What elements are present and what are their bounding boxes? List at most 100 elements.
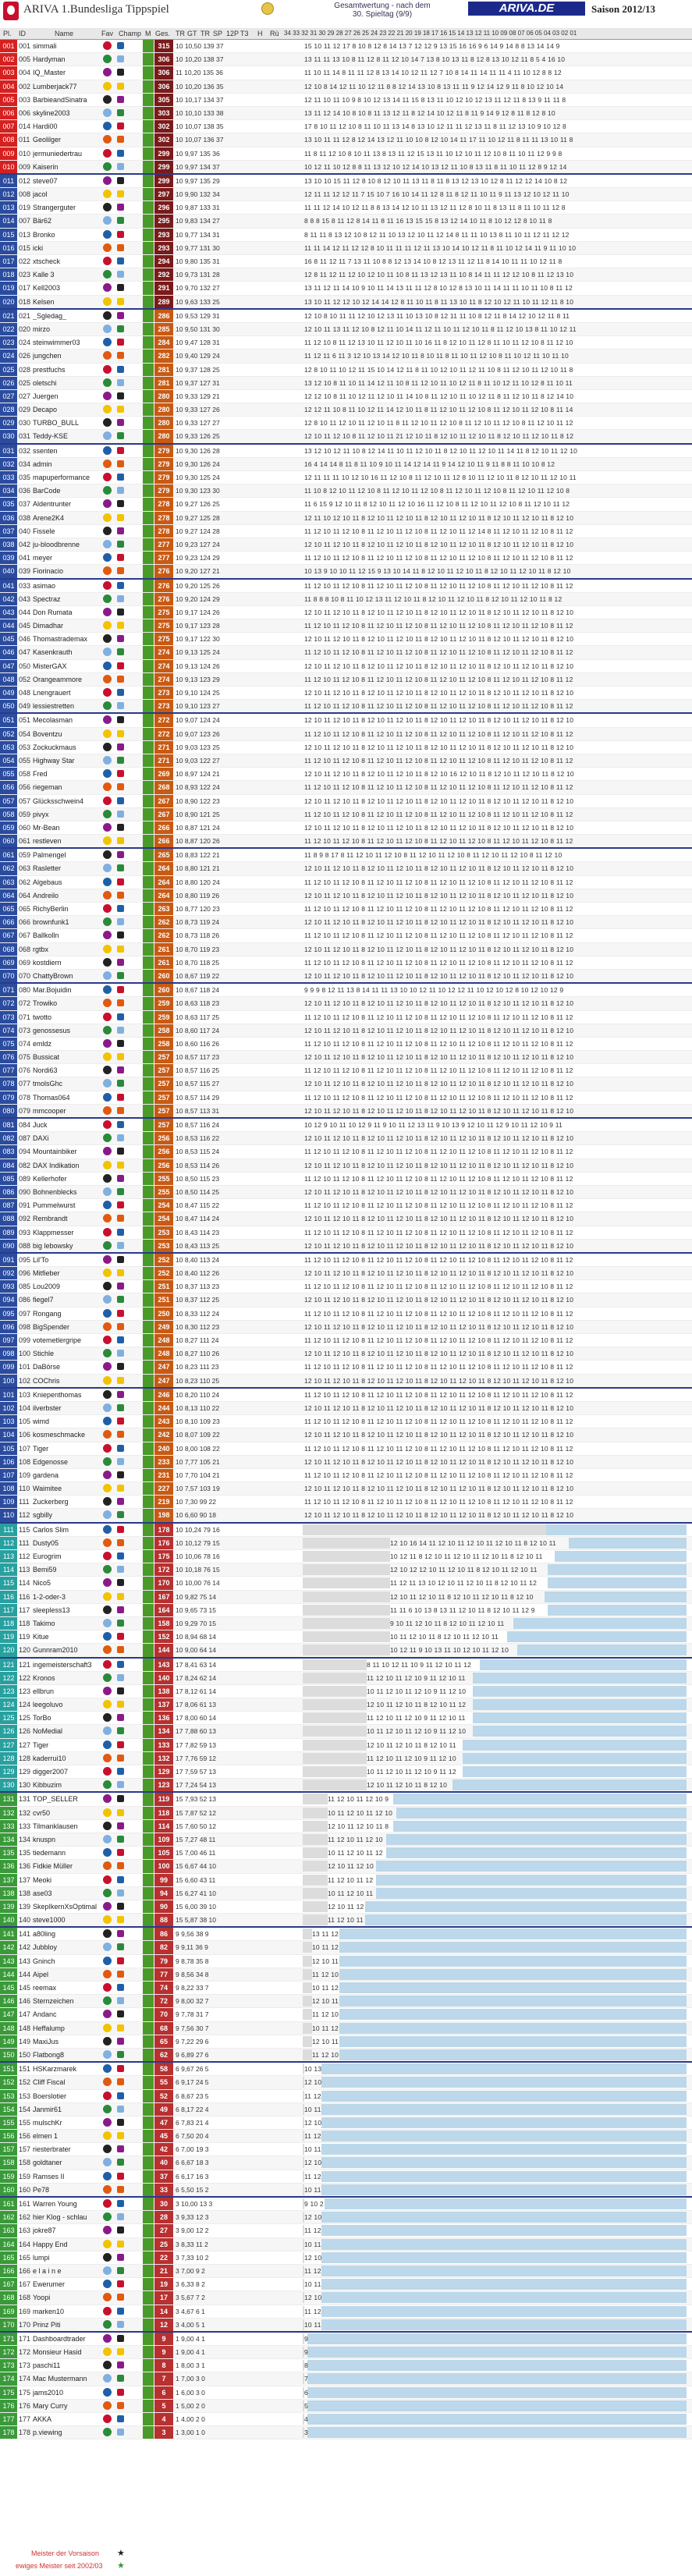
player-name-link[interactable]: Fissele <box>33 527 55 535</box>
player-name-link[interactable]: Bemi59 <box>33 1566 57 1574</box>
player-name-link[interactable]: ju-bloodbrenne <box>33 540 80 548</box>
player-name-link[interactable]: Rasletter <box>33 864 62 873</box>
player-name-link[interactable]: Sternzeichen <box>33 1997 74 2006</box>
player-name-link[interactable]: Carlos Slim <box>33 1525 69 1534</box>
player-name-link[interactable]: Nico5 <box>33 1579 51 1588</box>
player-name-link[interactable]: Geolilger <box>33 136 62 144</box>
player-name-link[interactable]: Mary Curry <box>33 2401 68 2410</box>
player-name-link[interactable]: Kelsen <box>33 297 55 306</box>
player-name-link[interactable]: Pe78 <box>33 2185 50 2194</box>
player-name-link[interactable]: ellbrun <box>33 1687 55 1695</box>
player-name-link[interactable]: steve1000 <box>33 1916 66 1925</box>
player-name-link[interactable]: Meoki <box>33 1875 52 1884</box>
player-name-link[interactable]: Rembrandt <box>33 1215 68 1223</box>
player-name-link[interactable]: Kitue <box>33 1633 49 1641</box>
player-name-link[interactable]: emldz <box>33 1039 52 1048</box>
player-name-link[interactable]: SkepIkernXsOptimal <box>33 1902 98 1911</box>
player-name-link[interactable]: big lebowsky <box>33 1241 73 1250</box>
player-name-link[interactable]: digger2007 <box>33 1768 69 1776</box>
player-name-link[interactable]: Orangeammore <box>33 675 83 683</box>
player-name-link[interactable]: asimao <box>33 581 56 590</box>
player-name-link[interactable]: prestfuchs <box>33 365 66 374</box>
player-name-link[interactable]: restleven <box>33 837 62 846</box>
ariva-logo[interactable]: ARIVA.DE <box>468 2 585 16</box>
player-name-link[interactable]: tmolsGhc <box>33 1080 63 1088</box>
player-name-link[interactable]: Arene2K4 <box>33 513 65 522</box>
player-name-link[interactable]: twotto <box>33 1013 52 1021</box>
player-name-link[interactable]: Kellerhofer <box>33 1174 67 1183</box>
player-name-link[interactable]: Andreilo <box>33 891 59 899</box>
player-name-link[interactable]: Warren Young <box>33 2200 77 2208</box>
player-name-link[interactable]: kosmeschmacke <box>33 1431 86 1439</box>
player-name-link[interactable]: Fiorinacio <box>33 567 64 576</box>
player-name-link[interactable]: skyline2003 <box>33 108 70 117</box>
player-name-link[interactable]: mmcooper <box>33 1106 66 1115</box>
player-name-link[interactable]: ilverbster <box>33 1403 62 1412</box>
player-name-link[interactable]: Jubbloy <box>33 1943 58 1952</box>
player-name-link[interactable]: Bär62 <box>33 217 52 225</box>
player-name-link[interactable]: Tiger <box>33 1444 49 1453</box>
player-name-link[interactable]: Zockuckmaus <box>33 743 76 751</box>
player-name-link[interactable]: Janmir61 <box>33 2105 62 2113</box>
player-name-link[interactable]: BigSpender <box>33 1322 70 1331</box>
player-name-link[interactable]: NoMedial <box>33 1727 63 1736</box>
player-name-link[interactable]: mirzo <box>33 325 50 333</box>
player-name-link[interactable]: lessiestretten <box>33 702 75 711</box>
player-name-link[interactable]: kostdiern <box>33 958 62 967</box>
player-name-link[interactable]: pivyx <box>33 810 49 818</box>
player-name-link[interactable]: Ewerumer <box>33 2280 66 2289</box>
player-name-link[interactable]: wimd <box>33 1418 50 1426</box>
player-name-link[interactable]: MisterGAX <box>33 662 67 670</box>
player-name-link[interactable]: Highway Star <box>33 756 75 765</box>
player-name-link[interactable]: Kasenkrauth <box>33 648 73 657</box>
player-name-link[interactable]: Lou2009 <box>33 1283 61 1291</box>
player-name-link[interactable]: genossesus <box>33 1026 71 1034</box>
player-name-link[interactable]: Rongang <box>33 1309 62 1318</box>
player-name-link[interactable]: hier Klog - schlau <box>33 2213 87 2222</box>
player-name-link[interactable]: Nordi63 <box>33 1066 58 1075</box>
player-name-link[interactable]: Gninch <box>33 1957 55 1965</box>
player-name-link[interactable]: Palmengel <box>33 851 66 860</box>
player-name-link[interactable]: rgtbx <box>33 945 49 953</box>
player-name-link[interactable]: Bussicat <box>33 1053 60 1062</box>
player-name-link[interactable]: Algebaus <box>33 878 62 886</box>
player-name-link[interactable]: sgbilly <box>33 1511 53 1520</box>
player-name-link[interactable]: Fidkie Müller <box>33 1862 73 1871</box>
player-name-link[interactable]: lumpi <box>33 2253 50 2262</box>
player-name-link[interactable]: Thomastrademax <box>33 635 88 644</box>
player-name-link[interactable]: oletschi <box>33 378 57 387</box>
player-name-link[interactable]: ase03 <box>33 1889 52 1897</box>
player-name-link[interactable]: Fred <box>33 770 48 779</box>
player-name-link[interactable]: Stichle <box>33 1350 55 1358</box>
player-name-link[interactable]: jungchen <box>33 352 62 360</box>
player-name-link[interactable]: jokre87 <box>33 2227 56 2235</box>
player-name-link[interactable]: Lnengrauert <box>33 689 71 697</box>
player-name-link[interactable]: icki <box>33 243 43 252</box>
player-name-link[interactable]: Eurogrim <box>33 1552 62 1560</box>
player-name-link[interactable]: ChattyBrown <box>33 971 73 980</box>
player-name-link[interactable]: Mitfieber <box>33 1269 60 1278</box>
player-name-link[interactable]: Flatbong8 <box>33 2050 65 2059</box>
player-name-link[interactable]: TorBo <box>33 1714 51 1723</box>
player-name-link[interactable]: marken10 <box>33 2307 65 2315</box>
player-name-link[interactable]: xtscheck <box>33 257 61 265</box>
player-name-link[interactable]: steve07 <box>33 176 58 185</box>
player-name-link[interactable]: gardena <box>33 1471 59 1479</box>
player-name-link[interactable]: IQ_Master <box>33 69 66 77</box>
player-name-link[interactable]: Lil'To <box>33 1255 49 1264</box>
player-name-link[interactable]: Waimitee <box>33 1485 62 1493</box>
player-name-link[interactable]: BarCode <box>33 487 61 495</box>
player-name-link[interactable]: TOP_SELLER <box>33 1795 78 1804</box>
player-name-link[interactable]: Tilmanklausen <box>33 1822 78 1830</box>
player-name-link[interactable]: Monsieur Hasid <box>33 2348 82 2357</box>
player-name-link[interactable]: votemetlergripe <box>33 1336 82 1344</box>
player-name-link[interactable]: Zuckerberg <box>33 1498 69 1506</box>
player-name-link[interactable]: elmen 1 <box>33 2132 59 2141</box>
player-name-link[interactable]: Kniepenthomas <box>33 1390 82 1399</box>
player-name-link[interactable]: Bohnenblecks <box>33 1187 77 1196</box>
player-name-link[interactable]: Kalle 3 <box>33 271 55 279</box>
player-name-link[interactable]: 1-2-oder-3 <box>33 1592 66 1601</box>
player-name-link[interactable]: riesterbrater <box>33 2145 71 2154</box>
player-name-link[interactable]: brownfunk1 <box>33 918 69 927</box>
player-name-link[interactable]: Kibbuzim <box>33 1781 62 1790</box>
